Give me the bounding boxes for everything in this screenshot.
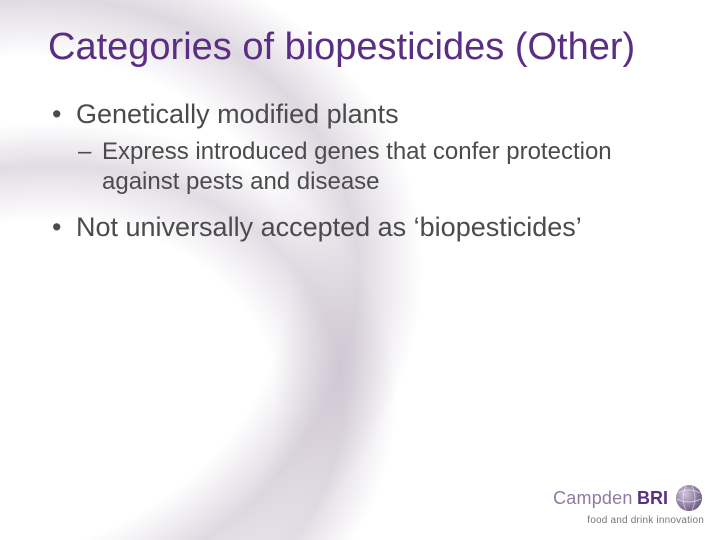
bullet-list: Genetically modified plants Express intr… (48, 98, 672, 246)
sub-bullet-item: Express introduced genes that confer pro… (76, 137, 672, 197)
logo-tagline: food and drink innovation (587, 515, 704, 526)
sub-bullet-list: Express introduced genes that confer pro… (76, 137, 672, 197)
bullet-item: Not universally accepted as ‘biopesticid… (48, 211, 672, 245)
sub-bullet-text: Express introduced genes that confer pro… (102, 138, 612, 195)
globe-icon (674, 483, 704, 513)
bullet-text: Not universally accepted as ‘biopesticid… (76, 212, 582, 242)
slide: Categories of biopesticides (Other) Gene… (0, 0, 720, 540)
bullet-item: Genetically modified plants Express intr… (48, 98, 672, 198)
brand-name-a: Campden (553, 488, 632, 508)
brand-name-b: BRI (637, 488, 668, 508)
slide-title: Categories of biopesticides (Other) (48, 26, 672, 70)
bullet-text: Genetically modified plants (76, 99, 399, 129)
logo-text: Campden BRI (553, 488, 668, 509)
logo-row: Campden BRI (553, 483, 704, 513)
footer-logo: Campden BRI food and drink innovation (553, 483, 704, 526)
